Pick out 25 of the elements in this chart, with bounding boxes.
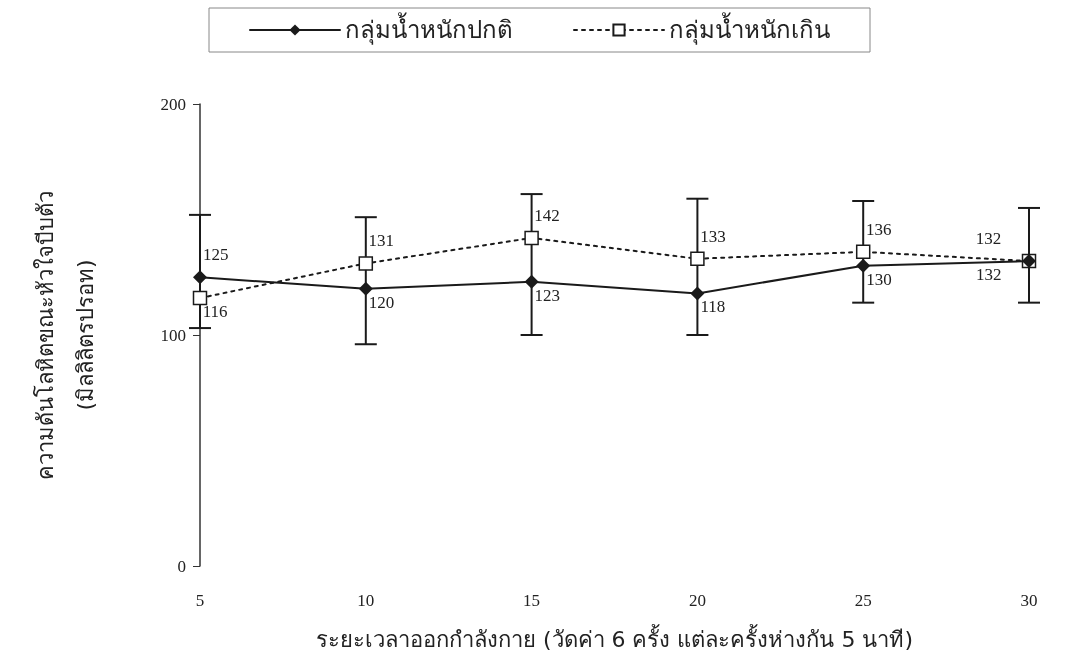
y-tick-label: 200 [160,94,186,114]
x-tick-label: 15 [523,591,541,610]
data-label: 125 [203,245,229,265]
y-axis-title: ความดันโลหิตขณะหัวใจบีบตัว (มิลลิลิตรปรอท) [32,190,98,480]
data-label: 120 [368,292,395,312]
x-tick-label: 5 [195,591,205,610]
legend-label: กลุ่มน้ำหนักปกติ [345,12,513,45]
data-label: 133 [700,226,726,246]
data-label: 131 [368,231,395,251]
x-axis-title: ระยะเวลาออกกำลังกาย (วัดค่า 6 ครั้ง แต่ละครั้งห่างกัน 5 นาที) [315,623,914,652]
data-label: 132 [976,265,1002,285]
x-tick-label: 10 [357,591,375,610]
y-tick-label: 0 [177,556,186,576]
data-label: 136 [865,219,892,239]
data-label: 130 [866,269,892,289]
legend-label: กลุ่มน้ำหนักเกิน [669,12,830,45]
data-label: 123 [534,285,561,305]
data-label: 118 [700,297,726,317]
data-label: 142 [534,205,560,225]
data-label: 116 [202,301,228,321]
x-tick-label: 30 [1020,591,1038,610]
x-tick-label: 20 [688,591,706,610]
y-tick-label: 100 [160,325,186,345]
x-tick-label: 25 [854,591,872,610]
data-label: 132 [975,228,1002,248]
